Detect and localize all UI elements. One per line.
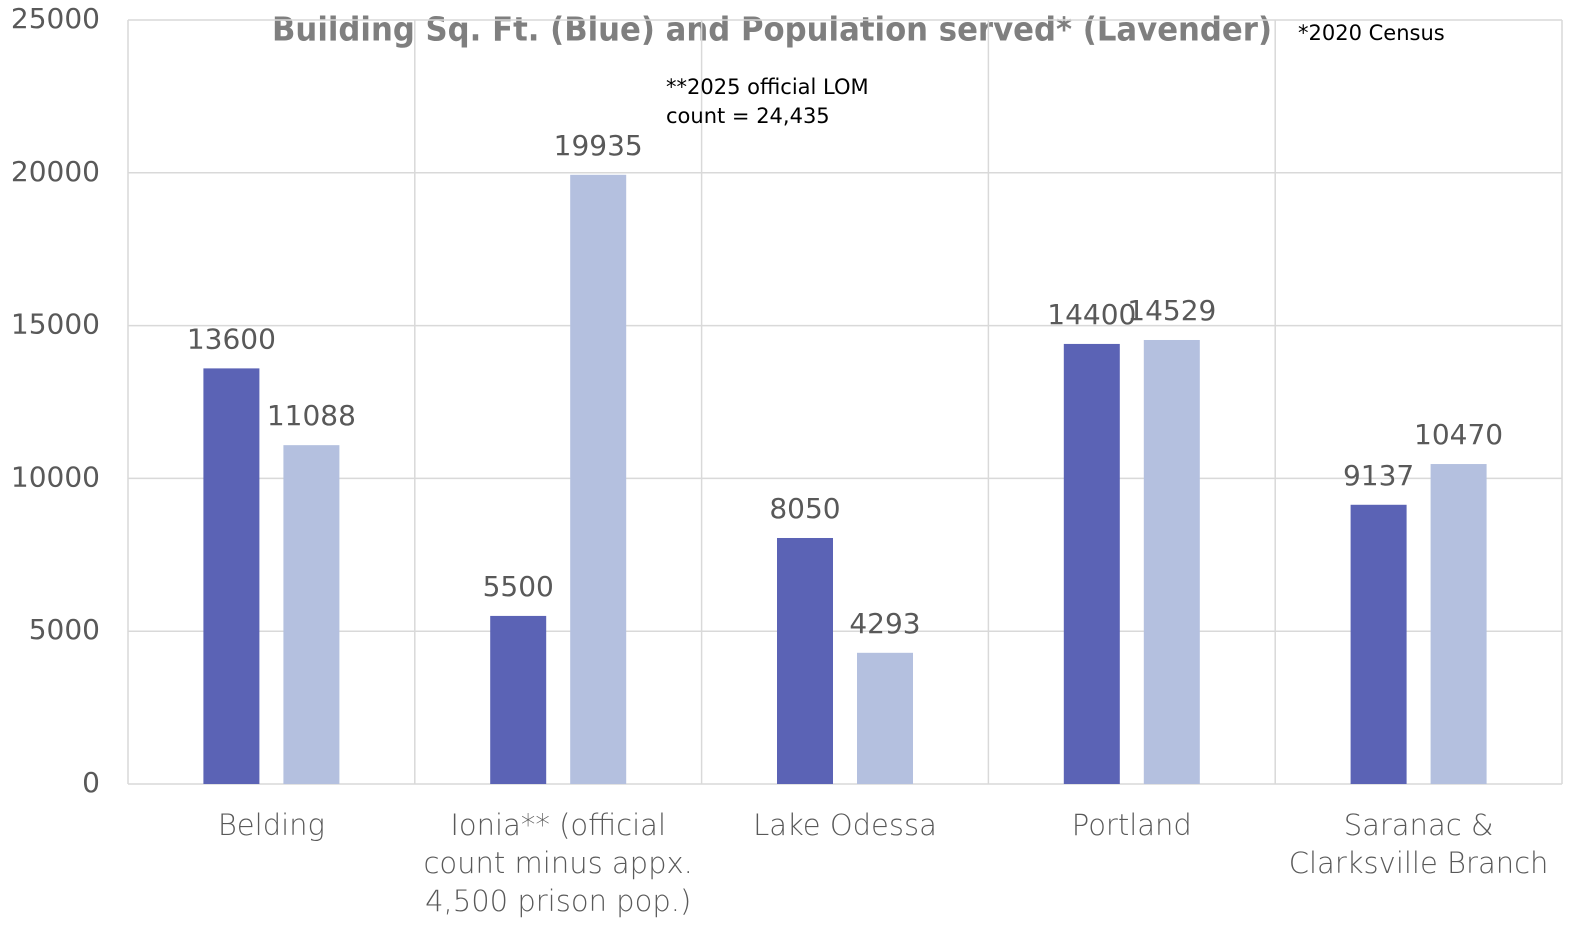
value-label: 8050	[769, 492, 840, 525]
y-tick-label: 25000	[11, 2, 100, 35]
bar	[1350, 504, 1407, 784]
value-label: 14400	[1047, 298, 1136, 331]
y-tick-label: 10000	[11, 460, 100, 493]
y-tick-label: 15000	[11, 308, 100, 341]
x-tick-label: Portland	[1071, 808, 1192, 842]
value-label: 10470	[1414, 418, 1503, 451]
bar	[777, 537, 833, 784]
annotation: **2025 official LOM count = 24,435	[666, 75, 869, 128]
annotation: *2020 Census	[1298, 21, 1445, 45]
value-label: 13600	[187, 322, 276, 355]
bar	[1430, 464, 1487, 784]
x-tick-label: Ionia** (official count minus appx. 4,50…	[423, 808, 693, 918]
bar	[490, 615, 547, 784]
x-tick-label: Belding	[217, 808, 325, 842]
y-tick-label: 0	[82, 766, 100, 799]
bar	[283, 445, 340, 784]
bar	[570, 174, 627, 785]
value-label: 11088	[267, 399, 356, 432]
y-tick-label: 20000	[11, 155, 100, 188]
x-tick-label: Lake Odessa	[753, 808, 937, 842]
chart-title: Building Sq. Ft. (Blue) and Population s…	[272, 10, 1272, 49]
x-tick-label: Saranac & Clarksville Branch	[1288, 808, 1549, 880]
value-label: 14529	[1127, 294, 1216, 327]
value-label: 9137	[1343, 459, 1414, 492]
y-tick-label: 5000	[29, 613, 100, 646]
bar	[203, 368, 260, 784]
bar	[857, 652, 913, 784]
value-label: 5500	[483, 570, 554, 603]
value-label: 4293	[849, 607, 920, 640]
value-label: 19935	[554, 129, 643, 162]
bar	[1143, 339, 1200, 784]
bar	[1063, 343, 1120, 784]
